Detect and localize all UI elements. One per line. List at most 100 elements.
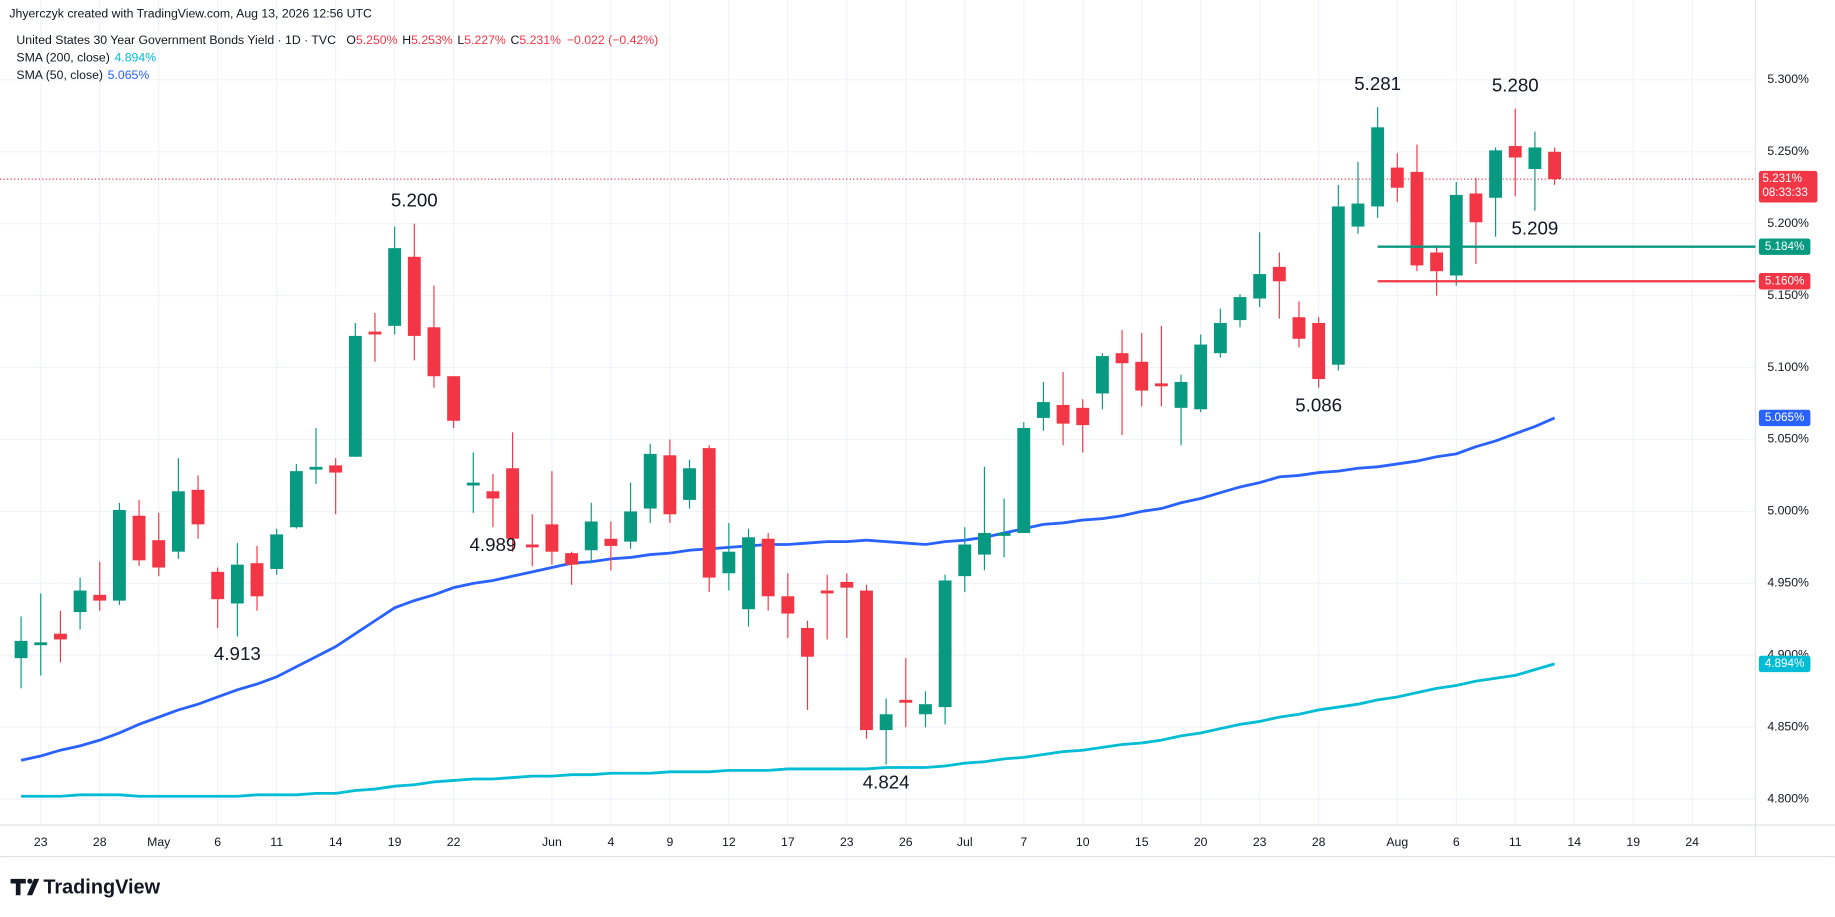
candle-body (624, 511, 637, 542)
y-tick-label: 5.300% (1767, 72, 1809, 86)
candle-body (781, 596, 795, 614)
candle-body (702, 448, 716, 578)
candle-body (1056, 404, 1070, 424)
legend-ohlc-key: H (402, 33, 411, 47)
legend-ohlc-value: 5.250% (356, 33, 398, 47)
candle-body (997, 532, 1011, 536)
candle-body (545, 524, 559, 552)
candle-body (978, 532, 991, 555)
candle-body (1508, 146, 1522, 158)
x-tick-label: 14 (329, 835, 343, 849)
candle-body (1331, 206, 1345, 365)
candle-body (1076, 407, 1090, 426)
candle-body (742, 537, 755, 610)
x-tick-label: 10 (1076, 835, 1090, 849)
x-tick-label: May (147, 835, 171, 849)
x-tick-label: 24 (1685, 835, 1699, 849)
x-tick-label: Jul (957, 835, 973, 849)
candle-body (230, 564, 244, 604)
price-annotation: 5.209 (1511, 217, 1558, 238)
level-label: 5.184% (1765, 240, 1805, 253)
candle-body (93, 594, 107, 601)
x-tick-label: 28 (93, 835, 107, 849)
legend-series-value: 4.894% (115, 51, 157, 65)
x-tick-label: 11 (1509, 835, 1522, 849)
candle-body (801, 627, 814, 657)
legend-series-name: SMA (50, close) (16, 68, 103, 82)
candle-body (899, 699, 913, 703)
candle-body (388, 248, 402, 326)
legend-ohlc-key: L (457, 33, 464, 47)
candle-body (1449, 194, 1463, 276)
x-tick-label: 26 (899, 835, 913, 849)
candle-body (1371, 127, 1385, 207)
candle-body (132, 515, 146, 561)
price-annotation: 5.281 (1354, 73, 1401, 94)
candle-body (447, 376, 461, 421)
logo-icon (10, 878, 40, 896)
x-tick-label: 4 (607, 835, 614, 849)
footer-logo: TradingView (10, 876, 161, 898)
candle-body (329, 465, 343, 473)
legend-title: United States 30 Year Government Bonds Y… (16, 33, 336, 47)
sma-line (20, 416, 1556, 762)
legend-ohlc-value: 5.253% (411, 33, 453, 47)
candle-body (1233, 297, 1247, 321)
legend-ohlc-value: 5.227% (464, 33, 506, 47)
price-annotation: 5.280 (1492, 74, 1539, 95)
candle-body (860, 590, 873, 731)
candle-body (820, 590, 834, 594)
candle-body (1253, 274, 1267, 299)
y-tick-label: 4.850% (1767, 719, 1809, 733)
candle-body (1017, 427, 1031, 533)
sma-value-label-box (1758, 655, 1811, 673)
candle-body (34, 642, 48, 646)
x-tick-label: 17 (781, 835, 795, 849)
candle-body (1174, 381, 1188, 408)
candle-body (289, 471, 303, 528)
candle-body (506, 468, 520, 539)
y-tick-label: 4.800% (1767, 791, 1809, 805)
candle-body (643, 453, 657, 509)
y-tick-label: 5.000% (1767, 504, 1809, 518)
sma-value-label: 5.065% (1765, 411, 1805, 424)
candle-body (840, 581, 854, 588)
candle-body (171, 491, 185, 552)
level-label-box (1758, 238, 1811, 255)
x-tick-label: 15 (1135, 835, 1149, 849)
candle-body (211, 571, 225, 600)
plot: 5.200 4.913 4.989 4.824 5.086 5.281 5.280 5.209 (0, 73, 1756, 798)
candle-body (1135, 361, 1149, 391)
logo-dot (27, 878, 33, 884)
legend-entry: SMA (200, close) 4.894% (16, 51, 156, 65)
candle-body (1430, 252, 1444, 272)
sma-value-label-box (1758, 409, 1811, 427)
candle-body (14, 640, 28, 659)
grid (0, 0, 1756, 826)
candle-body (1351, 203, 1365, 227)
y-tick-label: 5.150% (1767, 288, 1809, 302)
x-tick-label: 12 (722, 835, 736, 849)
candle-body (1154, 383, 1168, 387)
candle-body (604, 538, 618, 546)
candle-body (73, 590, 87, 613)
x-tick-label: 23 (34, 835, 48, 849)
candle-body (1469, 193, 1483, 223)
candle-body (270, 534, 284, 569)
last-price-box (1758, 170, 1818, 203)
x-tick-label: 11 (270, 835, 283, 849)
candle-body (53, 633, 67, 640)
last-price-label: 5.231% (1762, 172, 1802, 185)
x-tick-label: 22 (447, 835, 461, 849)
sma-value-label: 4.894% (1765, 657, 1805, 670)
candle-body (1548, 151, 1562, 180)
x-tick-label: 23 (840, 835, 854, 849)
price-annotation: 5.200 (391, 189, 438, 210)
candle-body (191, 489, 205, 525)
x-tick-label: 19 (1626, 835, 1640, 849)
x-tick-label: 6 (1453, 835, 1460, 849)
candle-body (1528, 147, 1542, 170)
candle-body (309, 466, 323, 470)
